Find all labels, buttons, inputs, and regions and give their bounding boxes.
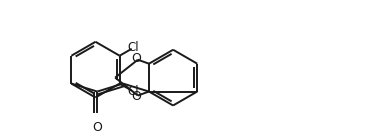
Text: O: O: [131, 90, 141, 103]
Text: Cl: Cl: [128, 85, 139, 98]
Text: Cl: Cl: [128, 41, 139, 54]
Text: O: O: [131, 52, 141, 65]
Text: O: O: [92, 121, 102, 134]
